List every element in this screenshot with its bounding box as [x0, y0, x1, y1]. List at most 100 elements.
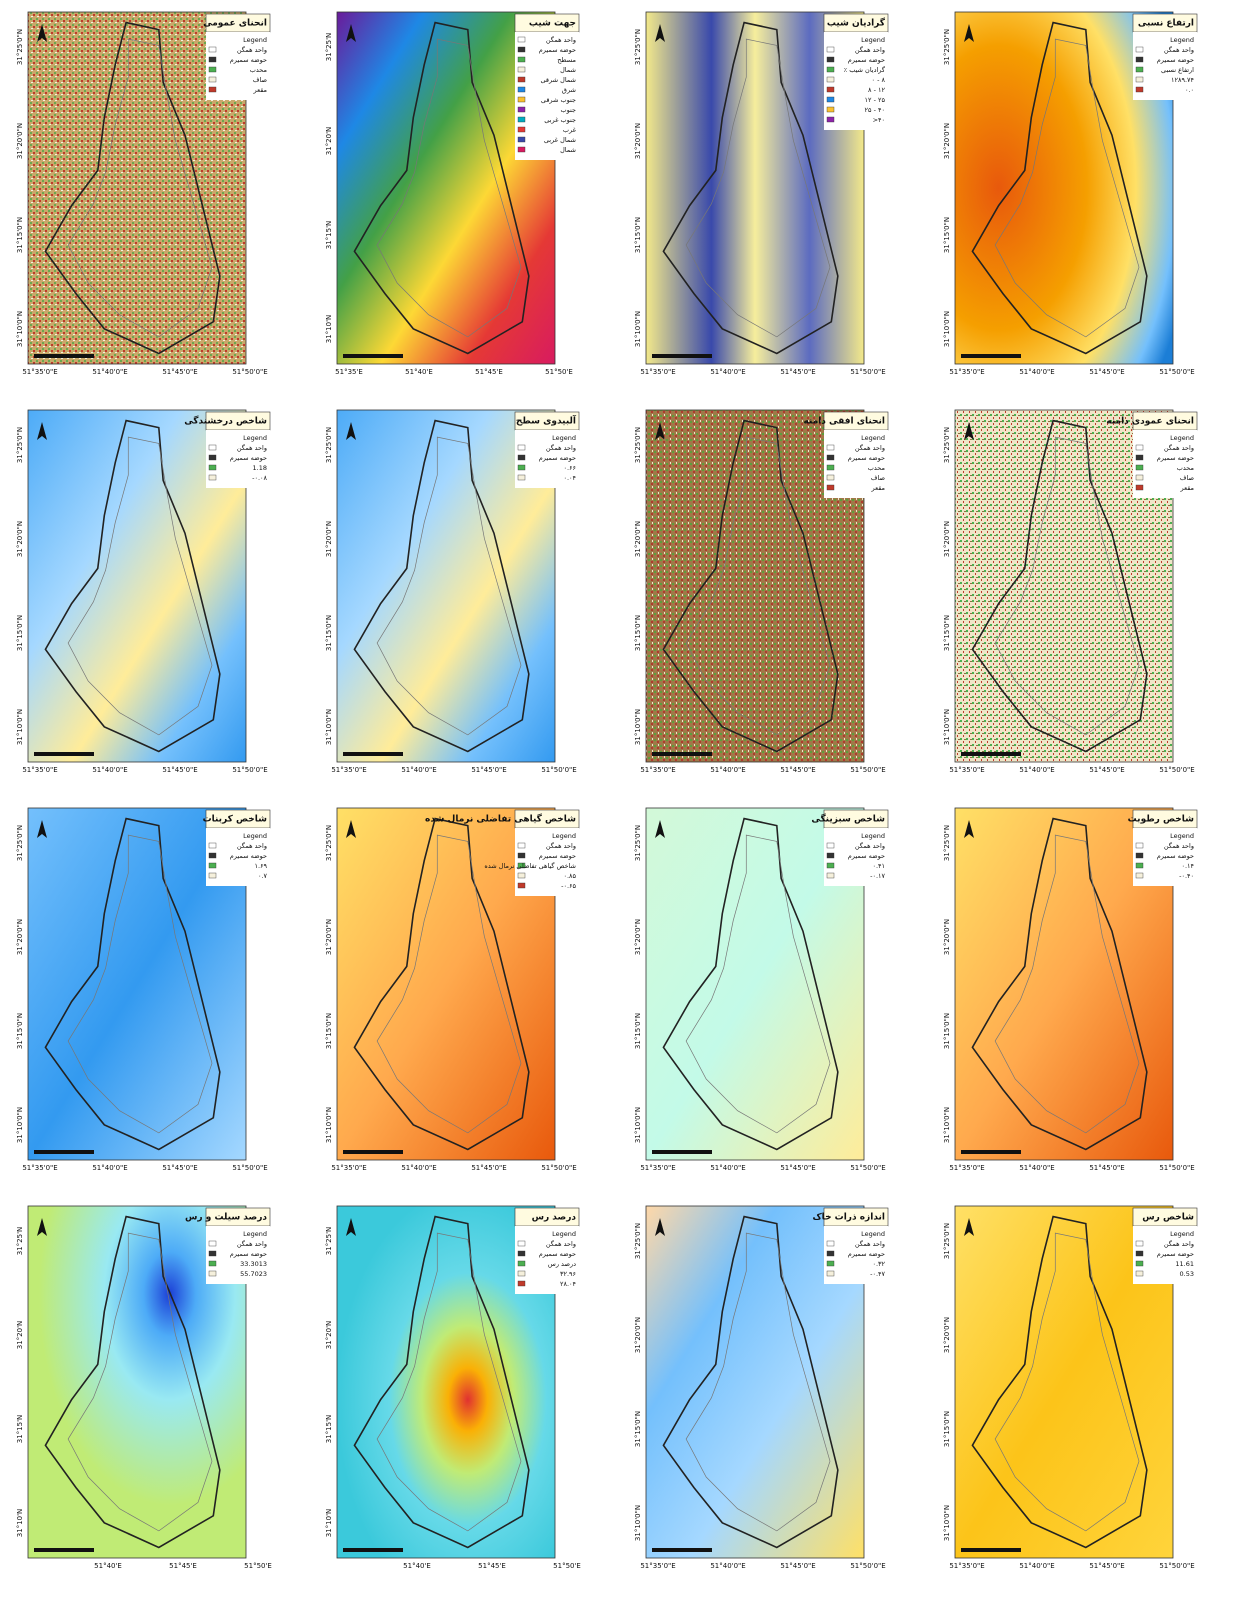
lon-label: 51°35'E: [335, 368, 363, 376]
legend-swatch: [518, 1241, 525, 1246]
legend-item: شاخص گیاهی تفاضلی نرمال شده: [484, 862, 576, 870]
lat-label: 31°15'N: [325, 1415, 333, 1443]
map-panel: جهت شیبواحد همگنحوضه سمیرممسطحشمالشمال ش…: [325, 12, 579, 376]
legend-item: صاف: [1180, 474, 1195, 482]
legend-swatch: [518, 1261, 525, 1266]
legend-swatch: [1136, 445, 1143, 450]
legend-swatch: [827, 67, 834, 72]
lat-label: 31°25'0"N: [634, 825, 642, 861]
legend-swatch: [518, 77, 525, 82]
lon-label: 51°45'0"E: [162, 766, 197, 774]
lon-label: 51°45'0"E: [1089, 1164, 1124, 1172]
lat-label: 31°25'N: [325, 1227, 333, 1255]
legend-item: محدب: [868, 464, 885, 472]
lat-label: 31°25'0"N: [634, 1223, 642, 1259]
lon-label: 51°50'0"E: [232, 368, 267, 376]
legend-item: واحد همگن: [237, 444, 267, 452]
legend-title: گرادیان شیب: [827, 17, 886, 29]
legend-item: ۰ - ۸: [872, 76, 886, 84]
lon-label: 51°35'0"E: [22, 766, 57, 774]
legend-swatch: [518, 455, 525, 460]
legend-swatch: [1136, 67, 1143, 72]
lon-label: 51°50'E: [244, 1562, 272, 1570]
legend-item: واحد همگن: [855, 46, 885, 54]
legend-item: واحد همگن: [546, 444, 576, 452]
lon-label: 51°50'0"E: [541, 766, 576, 774]
legend-item: ٪ گرادیان شیب: [844, 66, 886, 74]
legend-title: درصد رس: [532, 1213, 577, 1223]
lon-label: 51°50'0"E: [850, 766, 885, 774]
legend-swatch: [518, 107, 525, 112]
lat-label: 31°20'N: [325, 1321, 333, 1349]
legend-item: حوضه سمیرم: [848, 1250, 885, 1258]
scale-bar: [652, 1548, 712, 1552]
lat-label: 31°10'0"N: [16, 1107, 24, 1143]
legend-swatch: [1136, 465, 1143, 470]
legend-item: واحد همگن: [855, 1240, 885, 1248]
legend-swatch: [1136, 863, 1143, 868]
lon-label: 51°40'E: [405, 368, 433, 376]
lon-label: 51°45'0"E: [162, 1164, 197, 1172]
lon-label: 51°45'0"E: [162, 368, 197, 376]
lat-label: 31°15'0"N: [325, 615, 333, 651]
legend-item: واحد همگن: [546, 842, 576, 850]
map-panel: اندازه ذرات خاکLegendواحد همگنحوضه سمیرم…: [634, 1206, 888, 1570]
legend-swatch: [827, 465, 834, 470]
legend-item: واحد همگن: [546, 1240, 576, 1248]
legend-title: اندازه ذرات خاک: [812, 1213, 885, 1223]
lon-label: 51°35'0"E: [949, 368, 984, 376]
lon-label: 51°40'0"E: [92, 1164, 127, 1172]
lon-label: 51°40'0"E: [401, 766, 436, 774]
lat-label: 31°10'0"N: [634, 311, 642, 347]
legend-item: 33.3013: [240, 1260, 267, 1268]
legend-item: مقعر: [253, 86, 268, 94]
legend-item: ۰.۱۴: [1181, 862, 1194, 870]
lon-label: 51°40'E: [94, 1562, 122, 1570]
lon-label: 51°50'0"E: [850, 1164, 885, 1172]
legend-swatch: [209, 465, 216, 470]
legend-item: حوضه سمیرم: [230, 56, 267, 64]
legend-item: واحد همگن: [1164, 1240, 1194, 1248]
legend-swatch: [209, 843, 216, 848]
lon-label: 51°40'0"E: [1019, 1164, 1054, 1172]
legend-swatch: [518, 97, 525, 102]
legend-heading: Legend: [1170, 832, 1194, 840]
map-panel: درصد سیلت و رسLegendواحد همگنحوضه سمیرم3…: [16, 1206, 272, 1570]
scale-bar: [961, 354, 1021, 358]
legend-item: جنوب: [561, 106, 576, 114]
lat-label: 31°20'0"N: [943, 919, 951, 955]
legend-item: ارتفاع نسبی: [1161, 66, 1194, 74]
lat-label: 31°25'0"N: [16, 29, 24, 65]
lat-label: 31°20'0"N: [943, 1317, 951, 1353]
lat-label: 31°15'0"N: [16, 1013, 24, 1049]
legend-item: ۲۵ - ۴۰: [865, 106, 885, 114]
legend-swatch: [1136, 47, 1143, 52]
legend-swatch: [209, 863, 216, 868]
lon-label: 51°40'0"E: [710, 766, 745, 774]
legend-item: واحد همگن: [855, 444, 885, 452]
legend-swatch: [518, 47, 525, 52]
legend-swatch: [827, 47, 834, 52]
map-panel: شاخص سبزینگیLegendواحد همگنحوضه سمیرم۰.۴…: [634, 808, 888, 1172]
legend-title: شاخص کربنات: [203, 815, 268, 825]
legend-item: -۰.۴۷: [870, 1270, 885, 1278]
legend-item: حوضه سمیرم: [539, 46, 576, 54]
scale-bar: [961, 1548, 1021, 1552]
legend-swatch: [827, 485, 834, 490]
legend-swatch: [209, 77, 216, 82]
lat-label: 31°15'0"N: [634, 217, 642, 253]
legend-title: درصد سیلت و رس: [185, 1213, 267, 1223]
lon-label: 51°45'0"E: [780, 1164, 815, 1172]
legend-swatch: [1136, 843, 1143, 848]
scale-bar: [652, 1150, 712, 1154]
legend-item: ۰.۴۱: [872, 862, 885, 870]
legend-swatch: [827, 445, 834, 450]
lat-label: 31°10'0"N: [943, 1107, 951, 1143]
legend-swatch: [518, 465, 525, 470]
lon-label: 51°50'E: [553, 1562, 581, 1570]
lon-label: 51°45'0"E: [1089, 1562, 1124, 1570]
legend-swatch: [1136, 87, 1143, 92]
lat-label: 31°10'0"N: [943, 709, 951, 745]
legend-item: 0.53: [1180, 1270, 1194, 1278]
